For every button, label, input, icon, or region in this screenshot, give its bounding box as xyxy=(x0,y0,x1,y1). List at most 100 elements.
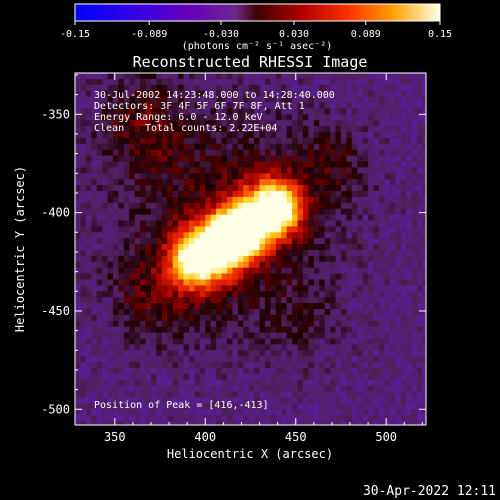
heatmap-cell xyxy=(340,326,347,334)
heatmap-cell xyxy=(226,126,234,133)
heatmap-cell xyxy=(357,255,364,263)
heatmap-cell xyxy=(112,332,120,340)
heatmap-cell xyxy=(346,120,353,127)
heatmap-cell xyxy=(308,73,315,80)
heatmap-cell xyxy=(313,155,320,163)
heatmap-cell xyxy=(199,73,206,80)
heatmap-cell xyxy=(313,385,320,393)
heatmap-cell xyxy=(102,185,109,192)
heatmap-cell xyxy=(161,356,168,363)
heatmap-cell xyxy=(102,167,109,174)
heatmap-cell xyxy=(150,267,158,275)
heatmap-cell xyxy=(319,108,326,115)
heatmap-cell xyxy=(270,314,277,322)
heatmap-cell xyxy=(194,102,201,109)
heatmap-cell xyxy=(216,84,223,92)
heatmap-cell xyxy=(319,362,326,369)
heatmap-cell xyxy=(140,102,147,109)
heatmap-cell xyxy=(270,338,277,345)
heatmap-cell xyxy=(161,155,168,163)
heatmap-cell xyxy=(281,190,288,198)
heatmap-cell xyxy=(243,338,250,345)
heatmap-cell xyxy=(319,421,326,425)
heatmap-cell xyxy=(422,409,426,416)
heatmap-cell xyxy=(91,267,98,275)
heatmap-cell xyxy=(346,238,353,245)
heatmap-cell xyxy=(178,126,185,133)
heatmap-cell xyxy=(237,220,244,227)
heatmap-cell xyxy=(400,362,407,369)
heatmap-cell xyxy=(145,96,152,104)
heatmap-cell xyxy=(183,196,190,204)
heatmap-cell xyxy=(156,373,163,381)
heatmap-cell xyxy=(85,179,92,186)
heatmap-cell xyxy=(216,214,223,222)
heatmap-cell xyxy=(194,297,201,304)
heatmap-cell xyxy=(248,350,255,357)
heatmap-cell xyxy=(346,232,353,239)
heatmap-cell xyxy=(319,73,326,80)
heatmap-cell xyxy=(373,344,380,351)
heatmap-cell xyxy=(85,161,92,168)
heatmap-cell xyxy=(270,362,277,369)
heatmap-cell xyxy=(254,149,261,157)
heatmap-cell xyxy=(248,421,255,425)
heatmap-cell xyxy=(102,155,109,163)
heatmap-cell xyxy=(205,214,212,222)
heatmap-cell xyxy=(357,267,364,275)
heatmap-cell xyxy=(134,303,141,310)
heatmap-cell xyxy=(75,403,82,410)
heatmap-cell xyxy=(91,244,98,251)
heatmap-cell xyxy=(145,314,152,322)
heatmap-cell xyxy=(167,149,174,157)
heatmap-cell xyxy=(270,202,277,210)
heatmap-cell xyxy=(340,303,347,310)
heatmap-cell xyxy=(243,303,250,310)
heatmap-cell xyxy=(188,90,196,98)
heatmap-cell xyxy=(406,267,413,275)
heatmap-cell xyxy=(357,137,364,145)
heatmap-cell xyxy=(112,367,120,375)
heatmap-cell xyxy=(91,185,98,192)
heatmap-cell xyxy=(362,220,369,227)
heatmap-cell xyxy=(145,261,152,269)
heatmap-cell xyxy=(264,362,271,369)
heatmap-cell xyxy=(75,143,82,151)
heatmap-cell xyxy=(422,149,426,157)
heatmap-cell xyxy=(243,297,250,304)
heatmap-cell xyxy=(406,126,413,133)
heatmap-cell xyxy=(335,338,342,345)
heatmap-cell xyxy=(91,308,98,316)
heatmap-cell xyxy=(308,78,315,86)
heatmap-cell xyxy=(292,273,299,281)
heatmap-cell xyxy=(346,73,353,80)
heatmap-cell xyxy=(134,196,141,204)
heatmap-cell xyxy=(313,244,320,251)
heatmap-cell xyxy=(406,202,413,210)
heatmap-cell xyxy=(384,161,391,168)
heatmap-cell xyxy=(340,314,347,322)
heatmap-cell xyxy=(161,226,168,233)
heatmap-cell xyxy=(199,155,206,163)
heatmap-cell xyxy=(140,196,147,204)
heatmap-cell xyxy=(150,126,158,133)
heatmap-cell xyxy=(395,409,402,416)
heatmap-cell xyxy=(319,244,326,251)
heatmap-cell xyxy=(368,161,375,168)
heatmap-cell xyxy=(411,279,418,286)
heatmap-cell xyxy=(308,202,315,210)
heatmap-cell xyxy=(156,409,163,416)
heatmap-cell xyxy=(406,143,413,151)
heatmap-cell xyxy=(411,179,418,186)
heatmap-cell xyxy=(210,120,217,127)
heatmap-cell xyxy=(395,232,402,239)
heatmap-cell xyxy=(205,273,212,281)
heatmap-cell xyxy=(416,273,423,281)
heatmap-cell xyxy=(302,338,309,345)
heatmap-cell xyxy=(384,143,391,151)
heatmap-cell xyxy=(85,208,92,216)
heatmap-cell xyxy=(221,202,228,210)
heatmap-cell xyxy=(210,143,217,151)
heatmap-cell xyxy=(140,338,147,345)
heatmap-cell xyxy=(91,421,98,425)
